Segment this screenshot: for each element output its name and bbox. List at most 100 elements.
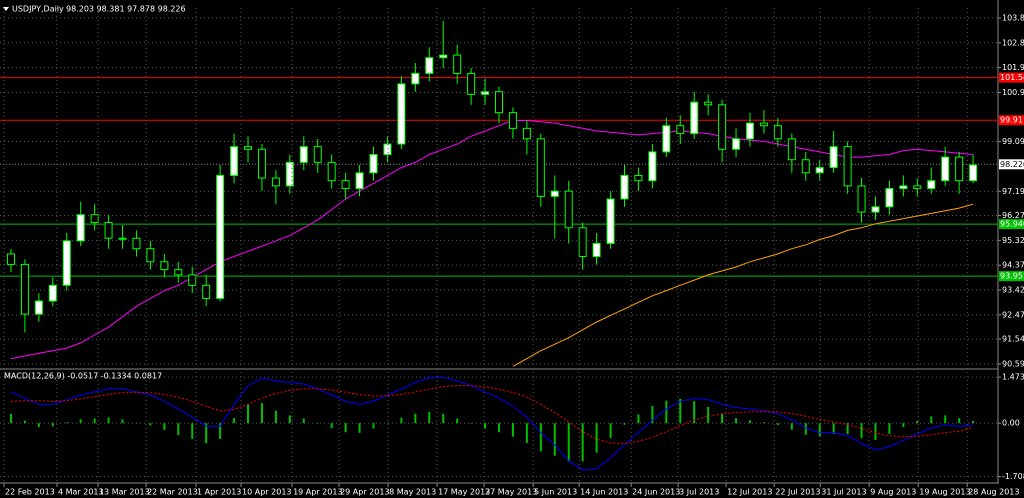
x-tick-label: 5 Jun 2013 xyxy=(534,488,577,497)
x-tick-label: 9 Aug 2013 xyxy=(870,488,916,497)
candle-body xyxy=(969,164,978,182)
histogram-bar xyxy=(456,418,459,424)
level-label: 95.940 xyxy=(1000,220,1024,229)
x-tick-label: 31 Jul 2013 xyxy=(821,488,866,497)
x-tick-label: 10 Apr 2013 xyxy=(242,488,291,497)
candle-body xyxy=(6,253,15,265)
histogram-bar xyxy=(302,418,305,424)
candle-body xyxy=(857,185,866,213)
histogram-bar xyxy=(665,400,668,424)
candle-body xyxy=(578,227,587,258)
candle-body xyxy=(732,138,741,150)
candle-body xyxy=(313,146,322,163)
level-label: 99.91 xyxy=(1000,116,1023,125)
histogram-bar xyxy=(581,423,584,462)
candle-body xyxy=(815,167,824,174)
candle-body xyxy=(230,146,239,176)
histogram-bar xyxy=(958,418,961,424)
histogram-bar xyxy=(860,423,863,439)
histogram-bar xyxy=(247,404,250,424)
x-tick-label: 19 Apr 2013 xyxy=(293,488,342,497)
y-tick-label: 93.420 xyxy=(1002,286,1024,295)
histogram-bar xyxy=(651,405,654,424)
x-tick-label: 8 May 2013 xyxy=(389,488,436,497)
candle-body xyxy=(34,300,43,315)
candle-body xyxy=(690,101,699,135)
histogram-bar xyxy=(707,406,710,424)
histogram-bar xyxy=(442,413,445,424)
histogram-bar xyxy=(358,423,361,433)
candle-body xyxy=(927,180,936,190)
histogram-bar xyxy=(693,401,696,424)
y-tick-label: 0.00 xyxy=(1002,419,1020,428)
histogram-bar xyxy=(121,419,124,424)
candle-body xyxy=(118,237,127,240)
candle-body xyxy=(676,125,685,135)
candle-body xyxy=(718,104,727,150)
histogram-bar xyxy=(553,423,556,456)
histogram-bar xyxy=(776,423,779,426)
candle-body xyxy=(132,237,141,250)
candle-body xyxy=(704,101,713,106)
macd-title: MACD(12,26,9) -0.0517 -0.1334 0.0817 xyxy=(4,372,162,381)
histogram-bar xyxy=(511,423,514,437)
histogram-bar xyxy=(37,423,40,427)
candle-body xyxy=(801,159,810,174)
candle-body xyxy=(899,185,908,190)
candle-body xyxy=(355,172,364,190)
candle-body xyxy=(508,112,517,129)
histogram-bar xyxy=(888,423,891,435)
histogram-bar xyxy=(972,420,975,424)
y-tick-label: -1.7081 xyxy=(1002,472,1024,481)
candle-body xyxy=(397,83,406,145)
candle-body xyxy=(174,269,183,276)
histogram-bar xyxy=(135,422,138,424)
histogram-bar xyxy=(567,423,570,462)
indicator-line xyxy=(10,385,974,445)
histogram-bar xyxy=(735,418,738,424)
histogram-bar xyxy=(790,423,793,430)
y-tick-label: 99.095 xyxy=(1002,137,1024,146)
histogram-bar xyxy=(260,403,263,424)
histogram-bar xyxy=(832,423,835,434)
histogram-bar xyxy=(470,423,473,424)
candle-body xyxy=(202,284,211,299)
x-tick-label: 22 Mar 2013 xyxy=(147,488,198,497)
candle-body xyxy=(425,57,434,74)
candle-body xyxy=(188,274,197,286)
candle-body xyxy=(76,214,85,242)
candle-body xyxy=(90,214,99,224)
y-tick-label: 95.320 xyxy=(1002,236,1024,245)
histogram-bar xyxy=(330,423,333,429)
candle-body xyxy=(271,177,280,187)
x-tick-label: 17 May 2013 xyxy=(438,488,490,497)
macd-panel xyxy=(0,376,998,478)
candle-body xyxy=(383,143,392,156)
histogram-bar xyxy=(233,418,236,424)
level-label-box xyxy=(999,72,1024,83)
last-price-box xyxy=(999,159,1024,170)
candle-body xyxy=(829,146,838,169)
candle-body xyxy=(439,54,448,59)
candle-body xyxy=(257,148,266,179)
histogram-bar xyxy=(9,413,12,424)
histogram-bar xyxy=(874,423,877,441)
chart-title: USDJPY,Daily xyxy=(12,5,64,14)
histogram-bar xyxy=(93,418,96,424)
histogram-bar xyxy=(219,423,222,439)
histogram-bar xyxy=(846,423,849,435)
candle-body xyxy=(299,146,308,163)
candle-body xyxy=(745,122,754,140)
candle-body xyxy=(787,138,796,161)
histogram-bar xyxy=(609,423,612,438)
histogram-bar xyxy=(386,422,389,424)
candle-body xyxy=(411,72,420,85)
histogram-bar xyxy=(944,415,947,424)
histogram-bar xyxy=(107,417,110,424)
histogram-bar xyxy=(428,411,431,424)
candle-body xyxy=(648,151,657,182)
histogram-bar xyxy=(637,414,640,424)
indicator-line xyxy=(10,376,974,471)
ohlc-readout: 98.203 98.381 97.878 98.226 xyxy=(66,5,186,14)
